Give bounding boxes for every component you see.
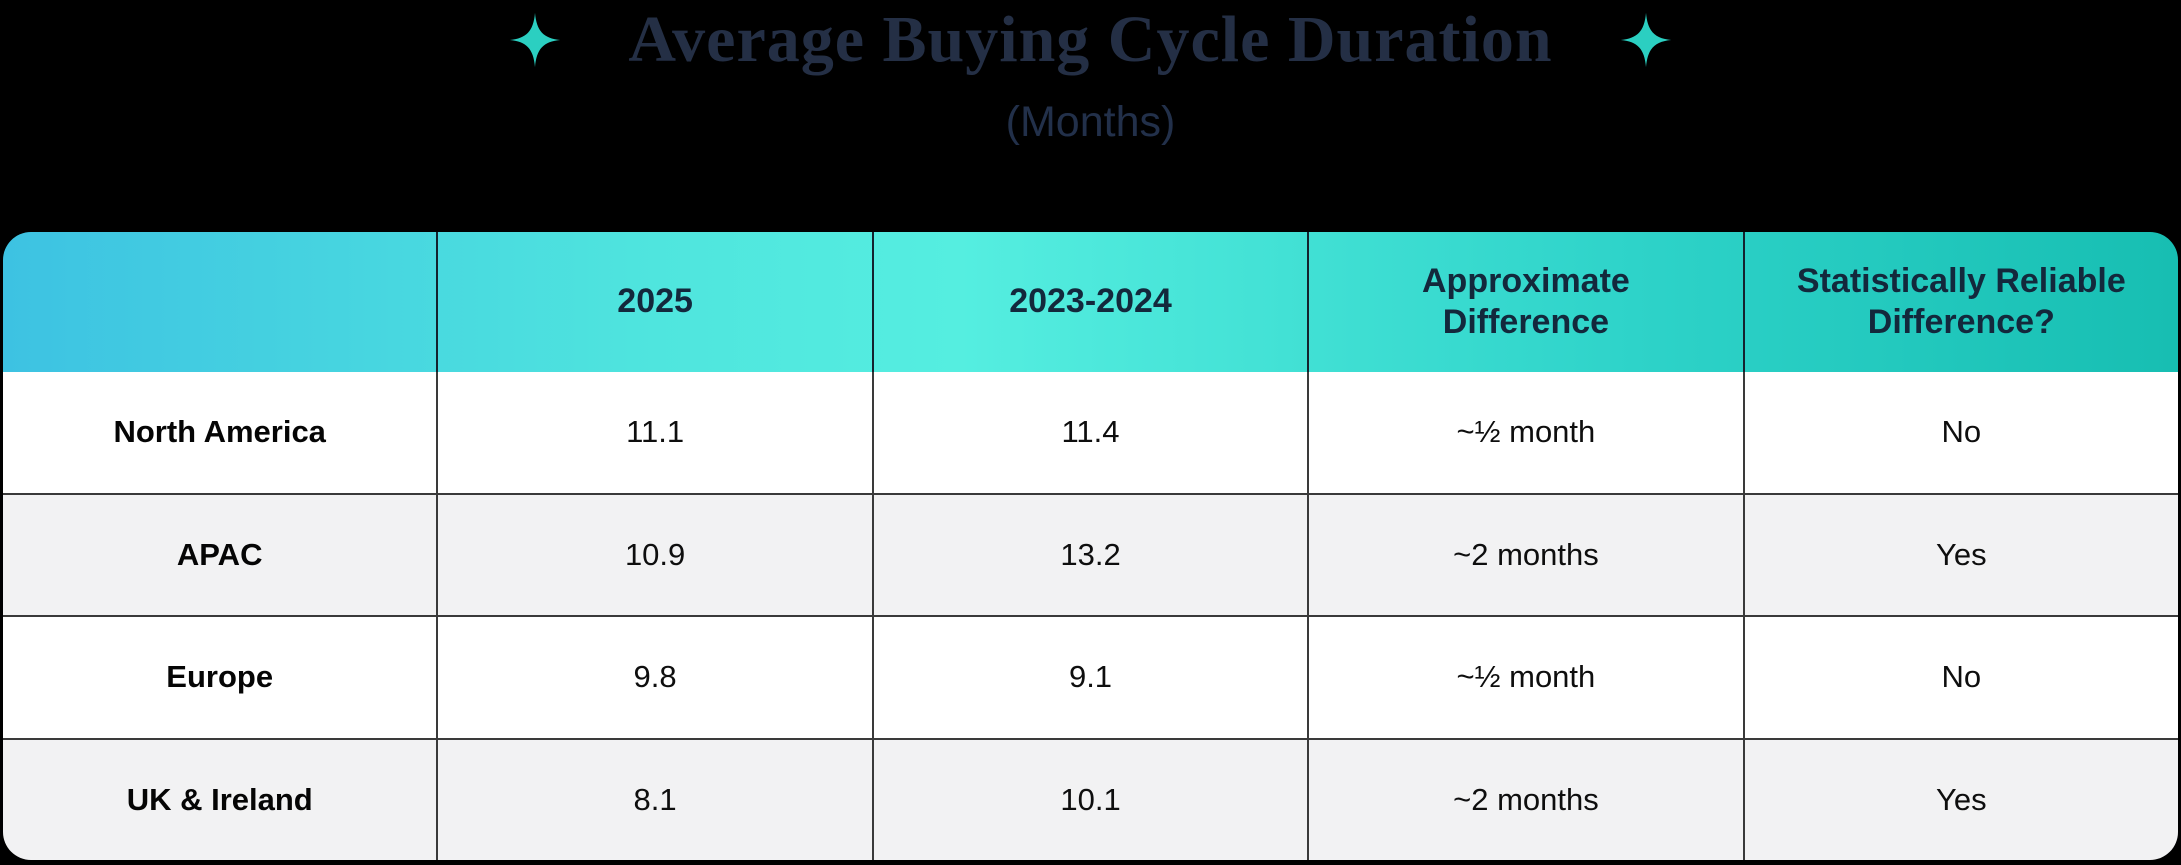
title-row: Average Buying Cycle Duration — [0, 2, 2181, 78]
sparkle-icon — [1620, 12, 1671, 68]
header-cell-region — [3, 232, 436, 372]
table-header-row: 2025 2023-2024 Approximate Difference St… — [3, 232, 2178, 372]
data-table: 2025 2023-2024 Approximate Difference St… — [3, 232, 2178, 860]
difference-cell: ~½ month — [1307, 617, 1742, 738]
region-cell: North America — [113, 414, 326, 450]
value-2025-cell: 10.9 — [436, 494, 871, 615]
reliable-cell: Yes — [1742, 739, 2178, 860]
region-cell: Europe — [166, 659, 274, 695]
header-cell-2023-2024: 2023-2024 — [871, 232, 1307, 372]
header-cell-2025: 2025 — [436, 232, 871, 372]
difference-cell: ~½ month — [1307, 372, 1742, 493]
value-2025-cell: 9.8 — [436, 617, 871, 738]
value-2023-2024-cell: 13.2 — [871, 494, 1307, 615]
value-2023-2024-cell: 10.1 — [871, 739, 1307, 860]
region-cell: APAC — [176, 536, 263, 572]
difference-cell: ~2 months — [1307, 494, 1742, 615]
reliable-cell: No — [1742, 617, 2178, 738]
reliable-cell: No — [1742, 372, 2178, 493]
difference-cell: ~2 months — [1307, 739, 1742, 860]
value-2025-cell: 8.1 — [436, 739, 871, 860]
region-cell: UK & Ireland — [126, 781, 313, 817]
page-subtitle: (Months) — [1005, 98, 1176, 146]
reliable-cell: Yes — [1742, 494, 2178, 615]
table-row: UK & Ireland 8.1 10.1 ~2 months Yes — [3, 737, 2178, 860]
header-cell-approximate-difference: Approximate Difference — [1307, 232, 1742, 372]
value-2023-2024-cell: 11.4 — [871, 372, 1307, 493]
value-2023-2024-cell: 9.1 — [871, 617, 1307, 738]
sparkle-icon — [510, 12, 561, 68]
page-title: Average Buying Cycle Duration — [628, 3, 1553, 76]
header-cell-statistically-reliable: Statistically Reliable Difference? — [1742, 232, 2178, 372]
value-2025-cell: 11.1 — [436, 372, 871, 493]
table-row: North America 11.1 11.4 ~½ month No — [3, 372, 2178, 493]
table-row: APAC 10.9 13.2 ~2 months Yes — [3, 492, 2178, 615]
table-row: Europe 9.8 9.1 ~½ month No — [3, 615, 2178, 738]
